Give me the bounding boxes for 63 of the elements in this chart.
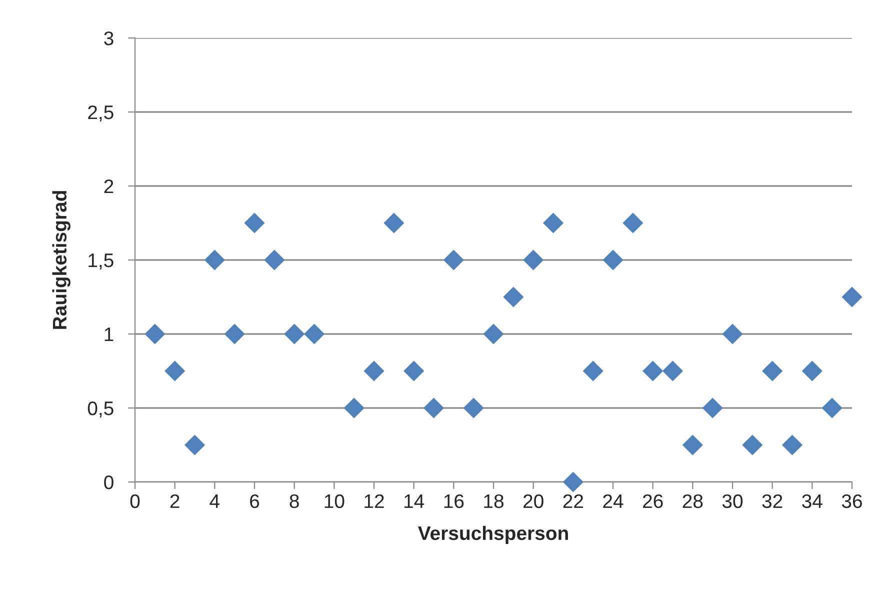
point xyxy=(164,360,186,382)
y-tick-label: 2 xyxy=(104,179,114,194)
point xyxy=(284,324,305,344)
point xyxy=(622,212,644,234)
point xyxy=(523,250,544,270)
point xyxy=(682,434,703,456)
point xyxy=(722,324,743,344)
y-tick-label: 0,5 xyxy=(88,401,114,418)
point xyxy=(244,212,265,234)
y-tick-label: 0 xyxy=(104,475,114,490)
y-tick-label: 1,5 xyxy=(88,254,114,270)
x-tick-label: 14 xyxy=(404,494,424,508)
x-tick-label: 30 xyxy=(722,494,743,508)
point xyxy=(304,324,325,344)
x-tick-label: 16 xyxy=(444,494,464,508)
point xyxy=(463,398,484,418)
y-tick-label: 3 xyxy=(104,31,114,46)
x-tick-label: 2 xyxy=(170,494,180,508)
x-tick-label: 36 xyxy=(842,494,862,508)
point xyxy=(184,434,206,456)
x-tick-label: 6 xyxy=(250,494,260,508)
y-axis-title: Rauigketisgrad xyxy=(52,191,70,329)
point xyxy=(384,212,404,234)
point xyxy=(264,250,285,270)
x-tick-label: 12 xyxy=(364,494,384,508)
point xyxy=(443,250,464,270)
point xyxy=(144,324,166,344)
point xyxy=(364,360,384,382)
point xyxy=(582,360,604,382)
x-tick-label: 26 xyxy=(643,494,663,508)
y-tick-label: 2,5 xyxy=(88,105,114,122)
x-tick-label: 22 xyxy=(563,494,584,508)
point xyxy=(562,472,584,492)
point xyxy=(642,360,664,382)
point xyxy=(423,398,444,418)
point xyxy=(762,360,783,382)
x-tick-label: 28 xyxy=(682,494,703,508)
point xyxy=(842,286,862,308)
x-tick-label: 24 xyxy=(603,494,624,508)
x-tick-label: 4 xyxy=(210,494,220,508)
x-tick-label: 34 xyxy=(802,494,822,508)
x-tick-label: 32 xyxy=(762,494,782,508)
point xyxy=(602,250,624,270)
point xyxy=(224,324,245,344)
point xyxy=(483,324,504,344)
point xyxy=(542,212,564,234)
y-tick-label: 1 xyxy=(104,328,114,342)
point xyxy=(344,398,364,418)
point xyxy=(742,434,763,456)
x-tick-label: 20 xyxy=(524,494,544,508)
point xyxy=(822,398,842,418)
x-axis-title: Versuchsperson xyxy=(418,526,568,544)
point xyxy=(204,250,225,270)
point xyxy=(802,360,822,382)
point xyxy=(782,434,803,456)
point xyxy=(662,360,684,382)
x-tick-label: 10 xyxy=(324,494,344,508)
x-tick-label: 18 xyxy=(484,494,504,508)
point xyxy=(702,398,723,418)
point xyxy=(503,286,524,308)
point xyxy=(404,360,424,382)
x-tick-label: 8 xyxy=(290,494,299,508)
x-tick-label: 0 xyxy=(130,494,140,508)
